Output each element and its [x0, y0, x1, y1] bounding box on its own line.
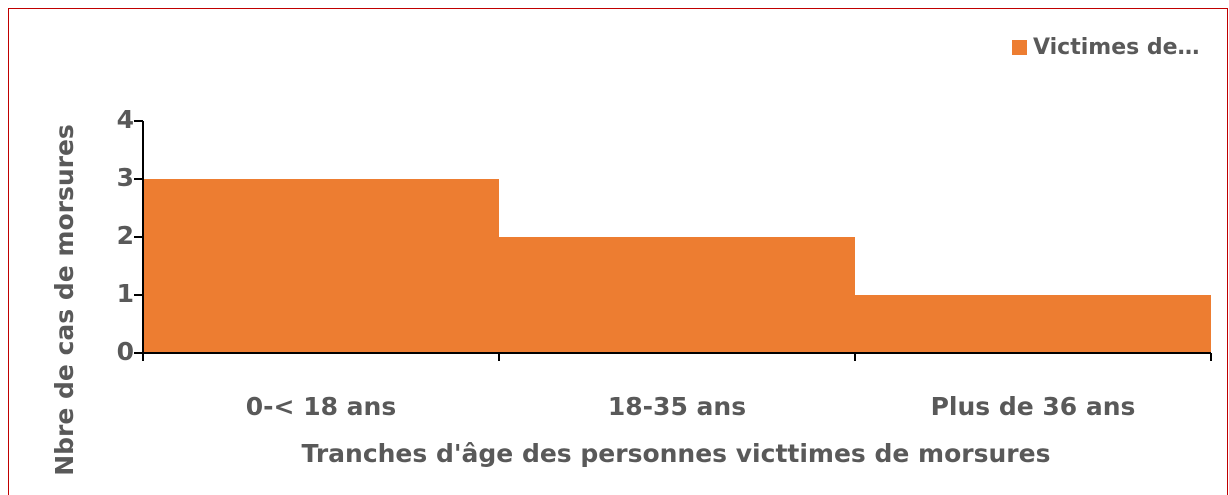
x-tick-label: 0-< 18 ans: [246, 392, 396, 421]
bar: [855, 295, 1211, 353]
y-tick-label: 2: [117, 221, 134, 250]
x-tick-label: 18-35 ans: [608, 392, 746, 421]
bar: [143, 179, 499, 353]
y-tick-label: 4: [117, 105, 134, 134]
y-tick-label: 1: [117, 279, 134, 308]
bar: [499, 237, 855, 353]
y-tick-label: 3: [117, 163, 134, 192]
legend-swatch: [1012, 40, 1027, 55]
y-axis-title: Nbre de cas de morsures: [50, 124, 79, 476]
legend-label: Victimes de…: [1033, 35, 1200, 60]
x-axis-title: Tranches d'âge des personnes victtimes d…: [302, 439, 1051, 468]
x-tick-label: Plus de 36 ans: [931, 392, 1136, 421]
y-tick-label: 0: [117, 337, 134, 366]
